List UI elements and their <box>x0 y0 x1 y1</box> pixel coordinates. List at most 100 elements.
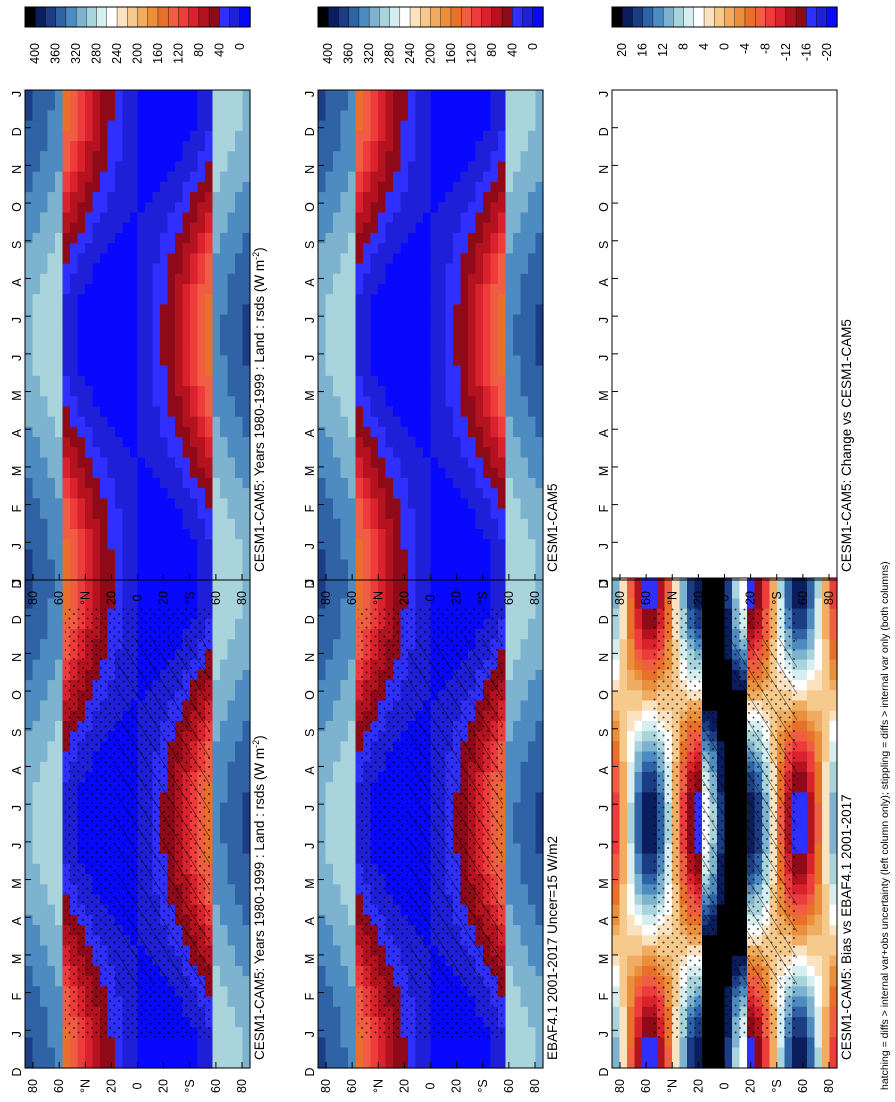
heatmap-cell <box>220 375 229 387</box>
heatmap-cell <box>145 477 154 489</box>
heatmap-cell <box>47 365 56 377</box>
heatmap-cell <box>70 314 79 326</box>
heatmap-cell <box>92 559 101 571</box>
heatmap-cell <box>62 539 71 550</box>
heatmap-cell <box>25 935 34 947</box>
heatmap-cell <box>137 100 146 112</box>
heatmap-cell <box>445 578 454 589</box>
heatmap-cell <box>55 488 64 499</box>
heatmap-cell <box>400 1037 409 1049</box>
heatmap-cell <box>40 792 49 804</box>
heatmap-cell <box>47 955 56 967</box>
heatmap-cell <box>378 498 387 510</box>
heatmap-cell <box>107 181 116 193</box>
heatmap-cell <box>190 161 199 173</box>
heatmap-cell <box>520 1037 529 1049</box>
heatmap-cell <box>370 498 379 510</box>
heatmap-cell <box>220 731 229 742</box>
heatmap-cell <box>318 416 327 428</box>
heatmap-cell <box>182 192 191 203</box>
heatmap-cell <box>25 955 34 967</box>
heatmap-cell <box>528 578 537 589</box>
heatmap-cell <box>235 365 244 377</box>
heatmap-cell <box>355 1057 364 1069</box>
heatmap-cell <box>55 304 64 316</box>
heatmap-cell <box>55 996 64 1008</box>
lat-label: 20 <box>104 1079 118 1093</box>
heatmap-cell <box>318 314 327 326</box>
heatmap-cell <box>513 1037 522 1049</box>
heatmap-cell <box>160 396 169 408</box>
heatmap-cell <box>212 324 221 336</box>
heatmap-cell <box>25 680 34 691</box>
heatmap-cell <box>190 1037 199 1049</box>
heatmap-cell <box>220 996 229 1008</box>
lat-label: 0 <box>131 1082 145 1089</box>
heatmap-cell <box>333 639 342 651</box>
month-label: A <box>10 428 24 437</box>
heatmap-cell <box>438 1037 447 1049</box>
heatmap-cell <box>107 222 116 234</box>
heatmap-cell <box>145 314 154 326</box>
heatmap-cell <box>513 935 522 947</box>
heatmap-cell <box>32 976 41 987</box>
heatmap-cell <box>32 751 41 763</box>
heatmap-cell <box>520 669 529 681</box>
heatmap-cell <box>152 324 161 336</box>
heatmap-cell <box>152 141 161 152</box>
heatmap-cell <box>160 457 169 469</box>
heatmap-cell <box>70 416 79 428</box>
month-label: D <box>10 127 24 136</box>
heatmap-cell <box>122 141 131 152</box>
heatmap-cell <box>333 965 342 977</box>
heatmap-cell <box>190 263 199 275</box>
heatmap-cell <box>25 569 34 581</box>
heatmap-cell <box>55 212 64 224</box>
heatmap-cell <box>505 731 514 742</box>
heatmap-cell <box>190 110 199 122</box>
heatmap-cell <box>520 771 529 783</box>
heatmap-cell <box>227 437 236 448</box>
heatmap-cell <box>227 508 236 520</box>
heatmap-cell <box>182 1057 191 1069</box>
heatmap-cell <box>77 1037 86 1049</box>
heatmap-cell <box>340 914 349 926</box>
heatmap-cell <box>115 232 124 244</box>
heatmap-cell <box>70 1047 79 1059</box>
heatmap-cell <box>130 375 139 387</box>
heatmap-cell <box>182 457 191 469</box>
heatmap-cell <box>55 659 64 671</box>
heatmap-cell <box>242 659 251 671</box>
heatmap-cell <box>47 782 56 793</box>
heatmap-cell <box>348 578 357 589</box>
heatmap-cell <box>220 782 229 793</box>
month-label: J <box>10 843 24 849</box>
heatmap-cell <box>520 955 529 967</box>
heatmap-cell <box>348 935 357 947</box>
heatmap-cell <box>528 680 537 691</box>
heatmap-cell <box>55 416 64 428</box>
heatmap-cell <box>137 1057 146 1069</box>
heatmap-cell <box>325 120 334 132</box>
heatmap-cell <box>370 345 379 357</box>
heatmap-cell <box>115 375 124 387</box>
heatmap-cell <box>85 283 94 295</box>
heatmap-cell <box>197 1057 206 1069</box>
heatmap-cell <box>325 273 334 285</box>
heatmap-cell <box>115 110 124 122</box>
heatmap-cell <box>348 771 357 783</box>
heatmap-cell <box>145 598 154 610</box>
heatmap-cell <box>212 578 221 589</box>
heatmap-cell <box>25 751 34 763</box>
heatmap-cell <box>40 518 49 530</box>
heatmap-cell <box>220 833 229 845</box>
heatmap-cell <box>145 406 154 418</box>
heatmap-cell <box>528 986 537 998</box>
heatmap-cell <box>513 731 522 742</box>
heatmap-cell <box>85 314 94 326</box>
heatmap-cell <box>115 283 124 295</box>
heatmap-cell <box>137 457 146 469</box>
heatmap-cell <box>190 130 199 142</box>
heatmap-cell <box>25 406 34 418</box>
heatmap-cell <box>167 508 176 520</box>
